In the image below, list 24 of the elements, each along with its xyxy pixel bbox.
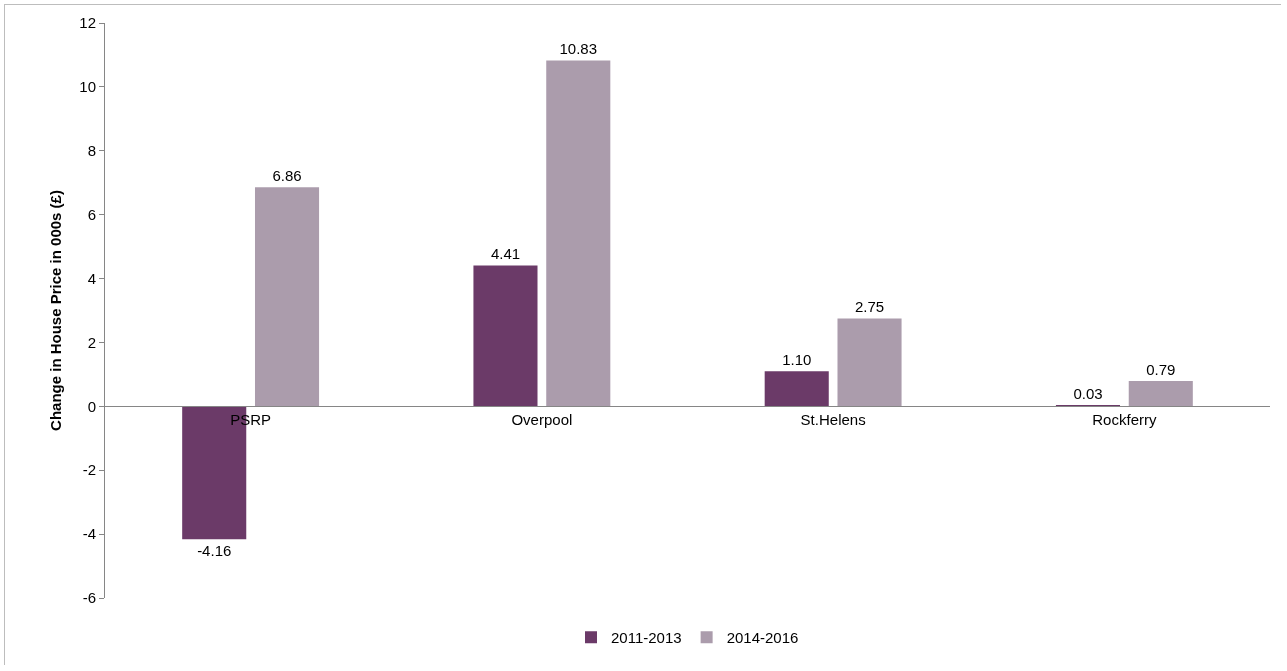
data-label: -4.16 — [197, 542, 232, 560]
legend-label: 2014-2016 — [726, 629, 799, 647]
y-tick-label: -2 — [82, 461, 96, 479]
x-tick-label: Rockferry — [1092, 411, 1157, 429]
y-tick-label: 2 — [87, 333, 96, 351]
legend-label: 2011-2013 — [611, 629, 682, 647]
y-tick-label: 10 — [79, 78, 96, 96]
y-tick-label: -6 — [82, 589, 96, 607]
data-label: 0.03 — [1073, 385, 1103, 402]
x-tick-label: St.Helens — [800, 411, 866, 429]
data-label: 1.10 — [782, 351, 812, 369]
y-tick-label: 6 — [87, 205, 96, 223]
y-tick-label: 4 — [87, 269, 96, 287]
y-tick-label: 12 — [79, 14, 96, 32]
data-label: 6.86 — [272, 167, 302, 185]
data-label: 4.41 — [490, 245, 521, 263]
data-label: 0.79 — [1146, 361, 1176, 379]
data-label: 2.75 — [854, 298, 885, 316]
y-tick-label: 0 — [87, 397, 96, 415]
y-axis-title: Change in House Price in 000s (£) — [46, 190, 64, 431]
y-tick-label: 8 — [87, 142, 96, 160]
y-tick-label: -4 — [82, 525, 96, 543]
x-tick-label: Overpool — [511, 411, 573, 429]
data-label: 10.83 — [559, 40, 598, 58]
